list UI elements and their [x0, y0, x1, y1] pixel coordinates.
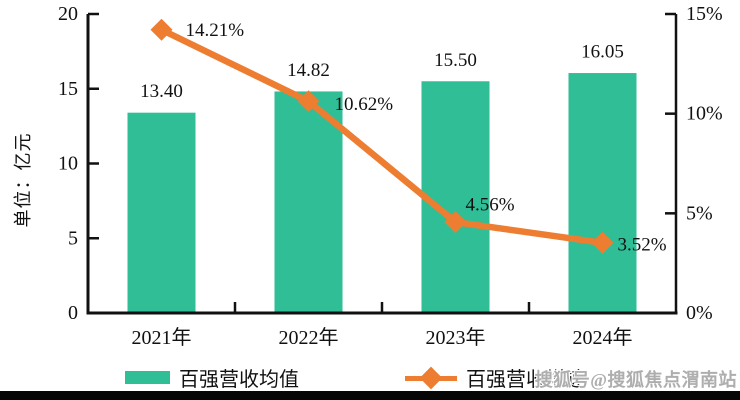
bar-legend-label: 百强营收均值: [179, 369, 299, 391]
bar: [127, 112, 196, 313]
left-axis-tick-label: 15: [58, 78, 78, 100]
bar-value-label: 14.82: [287, 60, 330, 81]
left-axis-tick-label: 10: [58, 153, 78, 175]
x-axis-category-label: 2024年: [573, 326, 633, 349]
x-axis-category-label: 2021年: [132, 326, 192, 349]
line-point-label: 14.21%: [186, 20, 245, 41]
bar-value-label: 16.05: [581, 42, 624, 63]
line-point-label: 3.52%: [618, 234, 667, 255]
right-axis-tick-label: 10%: [686, 103, 723, 125]
line-point-diamond-icon: [591, 231, 614, 254]
legend-item-bar: 百强营收均值: [125, 363, 299, 392]
line-point-label: 4.56%: [466, 195, 515, 216]
left-axis-title: 单位：亿元: [13, 132, 33, 228]
watermark: 搜狐号@搜狐焦点渭南站: [534, 370, 737, 390]
right-axis-tick-label: 5%: [686, 202, 713, 224]
bar-value-label: 13.40: [140, 81, 183, 102]
line-point-diamond-icon: [297, 90, 320, 113]
growth-line: [160, 26, 603, 247]
line-legend-label: 百强营收增速: [466, 369, 586, 391]
bar: [568, 73, 637, 314]
bar: [421, 81, 490, 314]
bar-legend-swatch: [125, 371, 170, 384]
left-axis-tick-label: 20: [58, 3, 78, 25]
diamond-marker-icon: [419, 366, 443, 389]
bar: [274, 91, 343, 313]
line-point-diamond-icon: [444, 211, 467, 234]
x-axis-category-label: 2023年: [426, 326, 486, 349]
bar-value-label: 15.50: [434, 50, 477, 71]
left-axis-tick-label: 5: [68, 227, 78, 249]
line-point-diamond-icon: [150, 18, 173, 41]
right-axis-tick-label: 15%: [686, 3, 723, 25]
left-axis-tick-label: 0: [68, 302, 78, 324]
combo-chart: 13.40 14.82 15.50 16.05 0 5 10 15 20 0% 5% 10% 15% 20…: [58, 3, 723, 349]
line-point-label: 10.62%: [335, 94, 394, 115]
x-axis-category-label: 2022年: [279, 326, 339, 349]
bottom-strip: [0, 391, 740, 400]
line-legend-sample: [405, 366, 457, 389]
legend-item-line: 百强营收增速: [405, 363, 586, 392]
right-axis-tick-label: 0%: [686, 302, 713, 324]
